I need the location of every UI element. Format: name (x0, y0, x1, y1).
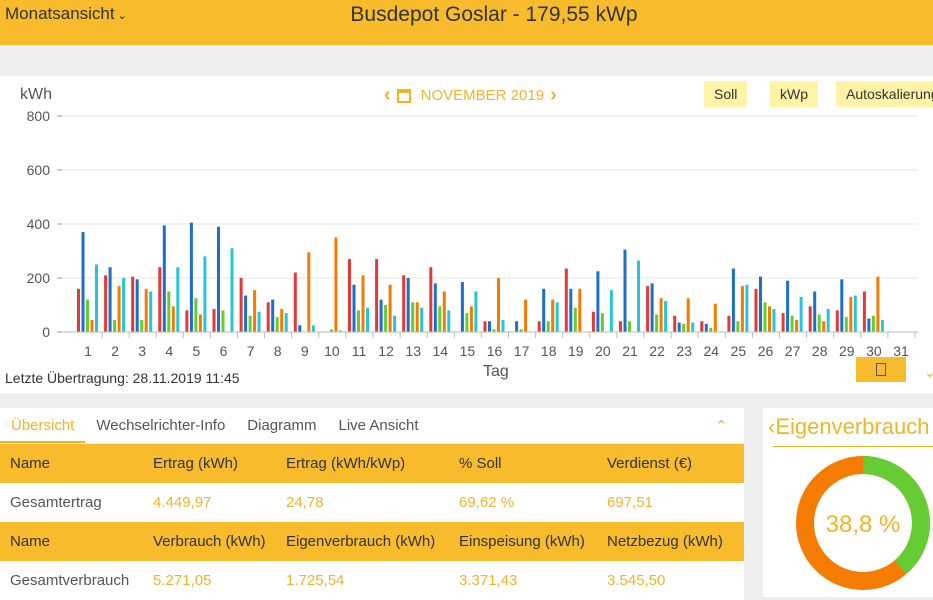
svg-text:2: 2 (111, 343, 119, 359)
column-header: Netzbezug (kWh) (607, 533, 723, 550)
y-axis-label: kWh (20, 86, 52, 103)
svg-text:20: 20 (595, 343, 611, 359)
svg-text:29: 29 (839, 343, 855, 359)
svg-text:23: 23 (676, 343, 692, 359)
svg-text:4: 4 (165, 343, 173, 359)
table-row: Gesamtverbrauch 5.271,05 1.725,54 3.371,… (0, 561, 744, 600)
top-header: Monatsansicht ⌄ Busdepot Goslar - 179,55 … (0, 0, 933, 45)
svg-text:7: 7 (247, 343, 255, 359)
overview-panel: Übersicht Wechselrichter-Info Diagramm L… (0, 408, 744, 600)
svg-text:22: 22 (649, 343, 665, 359)
svg-text:26: 26 (758, 343, 774, 359)
chevron-left-icon[interactable]: ‹ (384, 84, 391, 106)
yield-table-header: Name Ertrag (kWh) Ertrag (kWh/kWp) % Sol… (0, 444, 744, 483)
month-label[interactable]: NOVEMBER 2019 (420, 87, 545, 104)
svg-text:30: 30 (866, 343, 882, 359)
table-cell: Gesamtertrag (10, 494, 102, 511)
svg-text:19: 19 (568, 343, 584, 359)
consumption-table-header: Name Verbrauch (kWh) Eigenverbrauch (kWh… (0, 522, 744, 561)
table-cell: 24,78 (286, 494, 324, 511)
svg-text:400: 400 (27, 216, 51, 232)
tab-inverter-info[interactable]: Wechselrichter-Info (96, 417, 226, 434)
divider (773, 446, 933, 447)
x-axis-label: Tag (483, 363, 509, 380)
svg-text:5: 5 (193, 343, 201, 359)
calendar-icon (396, 88, 411, 103)
document-export-icon (876, 363, 886, 376)
column-header: Verbrauch (kWh) (153, 533, 266, 550)
column-header: Ertrag (kWh) (153, 455, 239, 472)
tab-diagram[interactable]: Diagramm (247, 417, 317, 434)
svg-text:15: 15 (460, 343, 476, 359)
kwp-button[interactable]: kWp (770, 81, 818, 107)
table-cell: 69,62 % (459, 494, 515, 511)
export-button[interactable] (856, 357, 906, 382)
svg-text:25: 25 (731, 343, 747, 359)
chevron-right-icon[interactable]: › (550, 84, 557, 106)
table-cell: 5.271,05 (153, 572, 212, 589)
table-cell: 3.371,43 (459, 572, 518, 589)
svg-text:12: 12 (378, 343, 394, 359)
svg-text:21: 21 (622, 343, 638, 359)
svg-text:31: 31 (893, 343, 909, 359)
chevron-down-icon: ⌄ (117, 10, 127, 22)
svg-text:28: 28 (812, 343, 828, 359)
view-mode-label: Monatsansicht (5, 4, 115, 23)
svg-text:3: 3 (138, 343, 146, 359)
table-cell: Gesamtverbrauch (10, 572, 130, 589)
tab-overview[interactable]: Übersicht (0, 408, 86, 443)
svg-text:14: 14 (433, 343, 449, 359)
soll-button[interactable]: Soll (704, 81, 748, 107)
svg-text:11: 11 (352, 343, 367, 359)
svg-text:200: 200 (27, 270, 51, 286)
svg-text:600: 600 (27, 162, 51, 178)
svg-text:38,8 %: 38,8 % (826, 511, 901, 538)
svg-text:17: 17 (514, 343, 530, 359)
svg-text:8: 8 (274, 343, 282, 359)
column-header: % Soll (459, 455, 502, 472)
svg-text:13: 13 (405, 343, 421, 359)
svg-text:10: 10 (324, 343, 340, 359)
view-mode-dropdown[interactable]: Monatsansicht ⌄ (5, 4, 127, 24)
svg-text:18: 18 (541, 343, 557, 359)
page-title: Busdepot Goslar - 179,55 kWp (350, 3, 638, 26)
autoscale-button[interactable]: Autoskalierung (836, 81, 933, 107)
column-header: Verdienst (€) (607, 455, 693, 472)
svg-text:24: 24 (704, 343, 720, 359)
chevron-left-icon[interactable]: ‹ (768, 414, 776, 439)
month-navigator: ‹ NOVEMBER 2019 › (384, 84, 557, 107)
table-row: Gesamtertrag 4.449,97 24,78 69,62 % 697,… (0, 483, 744, 522)
table-cell: 3.545,50 (607, 572, 666, 589)
column-header: Einspeisung (kWh) (459, 533, 585, 550)
column-header: Name (10, 533, 51, 550)
svg-text:1: 1 (84, 343, 92, 359)
svg-text:9: 9 (301, 343, 309, 359)
chevron-down-icon[interactable]: ⌄ (924, 364, 933, 380)
svg-text:6: 6 (220, 343, 228, 359)
chevron-up-icon[interactable]: ⌃ (715, 418, 728, 435)
table-cell: 1.725,54 (286, 572, 345, 589)
svg-text:16: 16 (487, 343, 503, 359)
tab-bar: Übersicht Wechselrichter-Info Diagramm L… (0, 408, 744, 444)
donut-chart: 38,8 % (796, 456, 930, 590)
svg-text:0: 0 (42, 324, 50, 340)
last-transmission: Letzte Übertragung: 28.11.2019 11:45 (5, 370, 240, 386)
svg-text:27: 27 (785, 343, 801, 359)
chart-card: 0 200 400 600 800 1 2 3 4 5 6 7 8 9 10 11 12 13 14 15 16 17 18… (0, 76, 933, 393)
table-cell: 4.449,97 (153, 494, 212, 511)
panel-title: ‹Eigenverbrauch (768, 414, 930, 439)
tab-live-view[interactable]: Live Ansicht (338, 417, 419, 434)
self-consumption-panel: ‹Eigenverbrauch 38,8 % (763, 408, 933, 597)
column-header: Name (10, 455, 51, 472)
column-header: Eigenverbrauch (kWh) (286, 533, 436, 550)
table-cell: 697,51 (607, 494, 653, 511)
column-header: Ertrag (kWh/kWp) (286, 455, 406, 472)
svg-text:800: 800 (27, 108, 51, 124)
